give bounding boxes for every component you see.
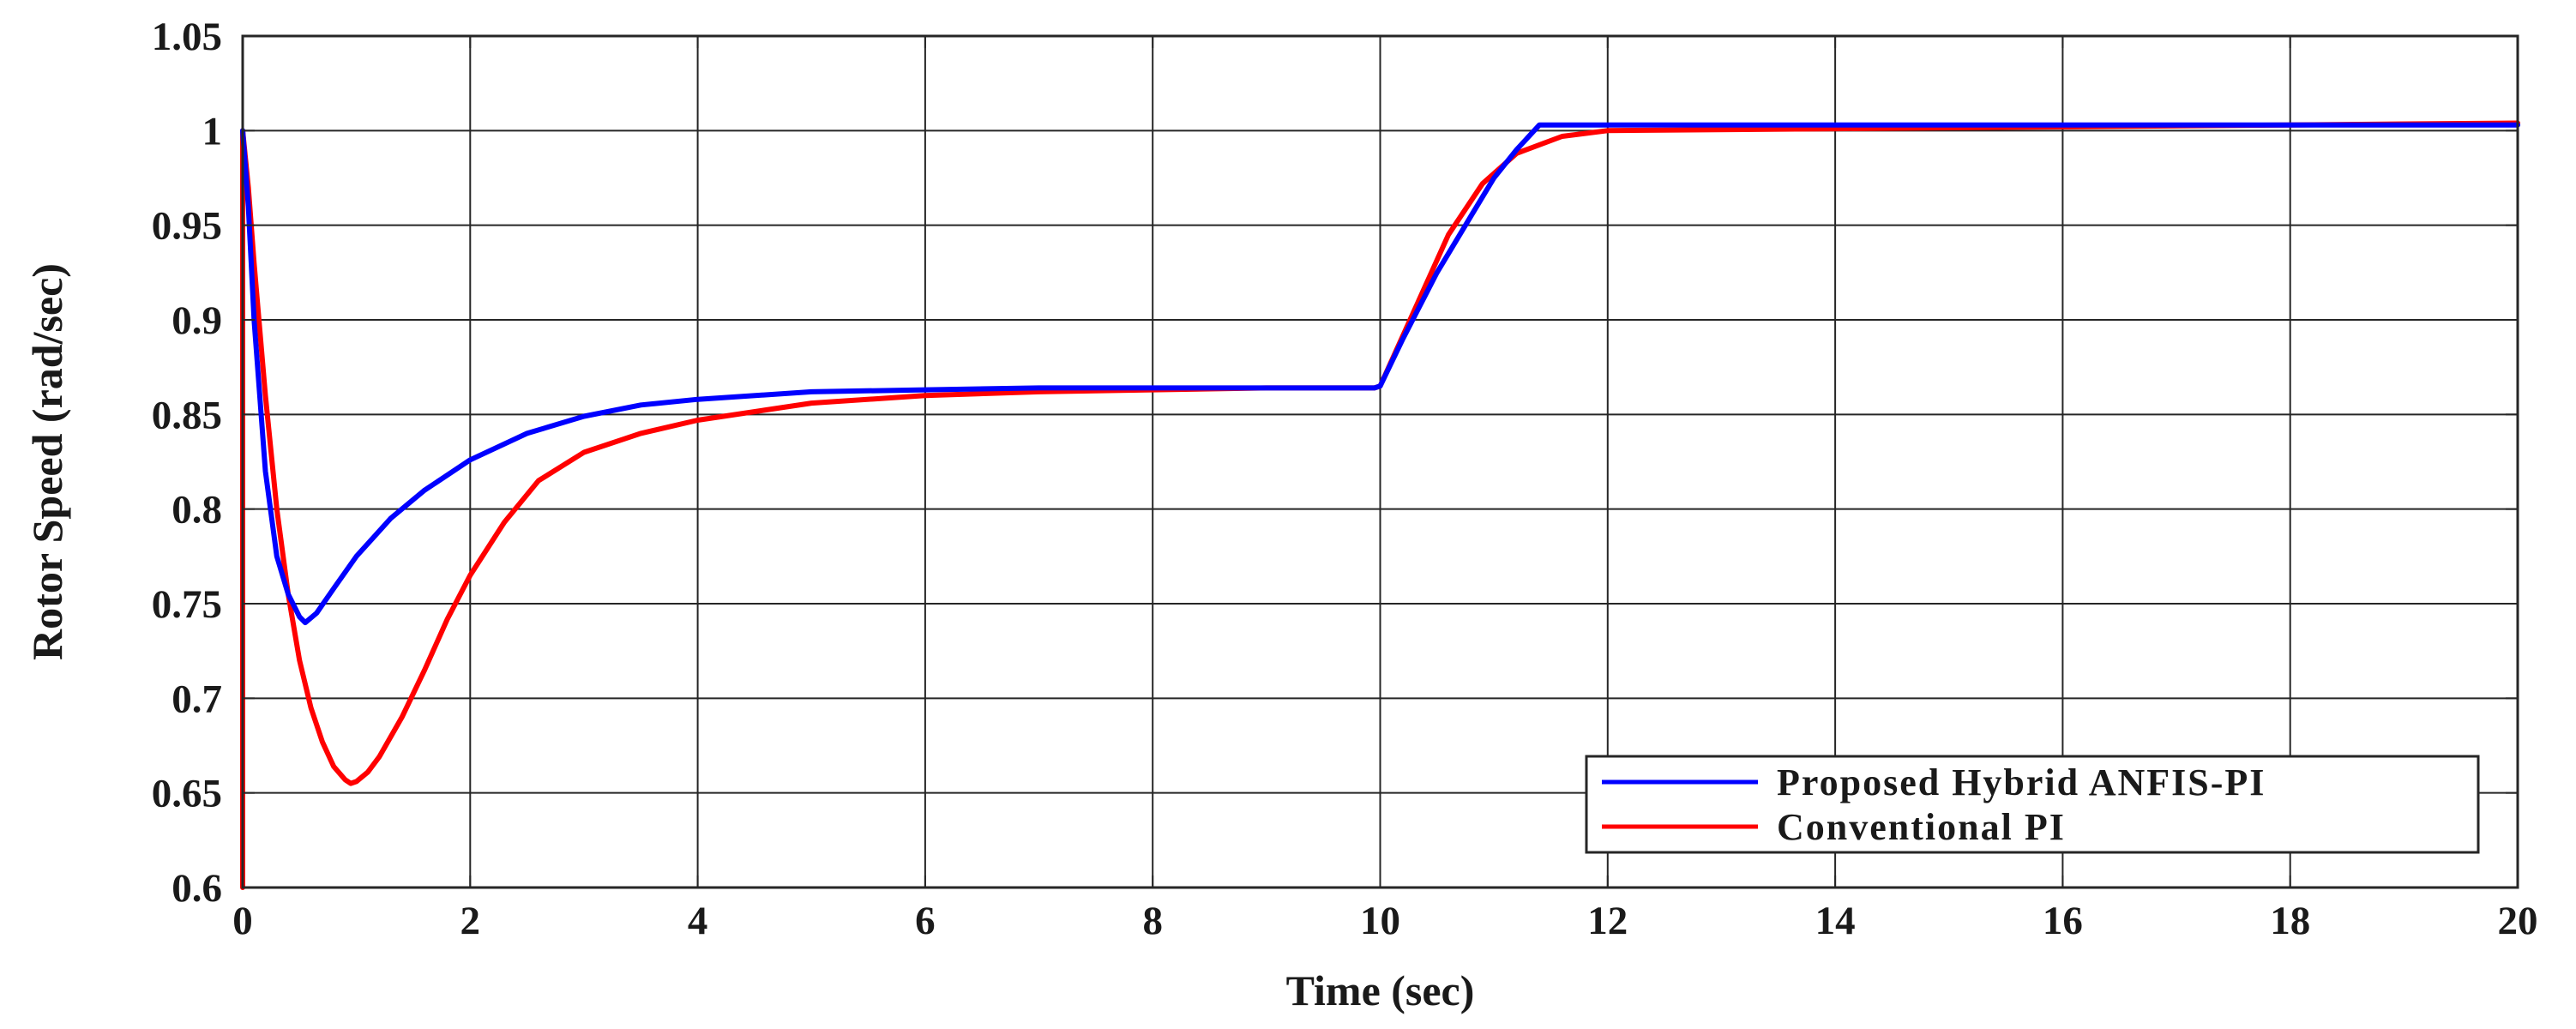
x-tick-label: 14 xyxy=(1815,899,1856,943)
y-tick-label: 0.9 xyxy=(172,298,222,343)
y-axis-label: Rotor Speed (rad/sec) xyxy=(23,263,71,660)
y-tick-label: 0.65 xyxy=(152,772,222,816)
x-tick-label: 2 xyxy=(460,899,481,943)
y-tick-label: 1 xyxy=(202,109,223,153)
x-tick-label: 18 xyxy=(2270,899,2310,943)
x-tick-label: 16 xyxy=(2043,899,2083,943)
legend-label-anfis-pi: Proposed Hybrid ANFIS-PI xyxy=(1777,761,2266,803)
legend-label-conventional-pi: Conventional PI xyxy=(1777,806,2066,848)
x-tick-label: 4 xyxy=(688,899,708,943)
x-tick-label: 10 xyxy=(1360,899,1400,943)
legend-box xyxy=(1585,755,2480,854)
y-tick-label: 0.6 xyxy=(172,866,222,911)
x-tick-label: 20 xyxy=(2498,899,2538,943)
y-tick-label: 0.85 xyxy=(152,393,222,437)
y-tick-label: 1.05 xyxy=(152,15,222,59)
legend: Proposed Hybrid ANFIS-PI Conventional PI xyxy=(1585,755,2480,854)
axis-ticks: 0 2 4 6 8 10 12 14 16 18 20 0.6 0.65 0.7 0.75 0.8 0.85 0.… xyxy=(152,15,2538,943)
series-layer xyxy=(240,120,2520,890)
x-tick-label: 0 xyxy=(232,899,253,943)
x-tick-label: 12 xyxy=(1587,899,1628,943)
y-tick-label: 0.75 xyxy=(152,582,222,627)
series-line-anfis-pi xyxy=(240,122,2520,626)
y-tick-label: 0.95 xyxy=(152,204,222,249)
series-line-conventional-pi xyxy=(240,120,2520,890)
x-axis-label: Time (sec) xyxy=(1286,966,1475,1014)
y-tick-label: 0.8 xyxy=(172,488,222,533)
x-tick-label: 8 xyxy=(1142,899,1163,943)
x-tick-label: 6 xyxy=(915,899,936,943)
y-tick-label: 0.7 xyxy=(172,677,222,721)
